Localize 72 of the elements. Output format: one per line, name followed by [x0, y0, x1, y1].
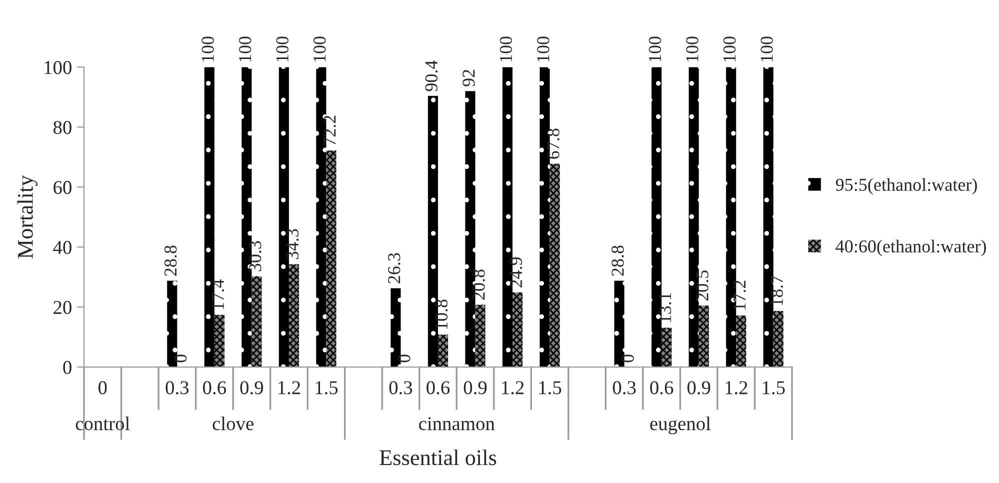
y-tick-label: 100: [44, 60, 72, 74]
bar: [662, 328, 672, 368]
text: clove: [212, 416, 254, 430]
y-tick-label: 40: [53, 240, 72, 254]
bar: [475, 304, 486, 368]
bar: [288, 264, 300, 368]
y-axis-title: Mortality: [17, 175, 38, 258]
data-label: 0: [622, 354, 634, 362]
x-tick-label: 0.3: [166, 381, 189, 394]
x-tick-label: 0.6: [203, 381, 226, 394]
x-tick-label: 1.5: [316, 381, 338, 394]
bar: [214, 314, 224, 368]
y-tick-label: 20: [54, 300, 72, 314]
text: control: [76, 416, 130, 430]
data-label: 100: [686, 36, 698, 62]
bar: [438, 334, 448, 368]
x-tick-label: 0.3: [389, 381, 412, 394]
data-label: 100: [760, 36, 773, 62]
data-label: 0: [174, 354, 187, 362]
x-tick-label: 0.9: [240, 381, 264, 394]
data-label: 100: [202, 36, 214, 62]
bar: [736, 315, 746, 368]
data-label: 24.9: [510, 257, 522, 288]
data-label: 17.4: [212, 279, 224, 310]
text: cinnamon: [419, 417, 495, 430]
data-label: 13.1: [658, 293, 672, 322]
data-label: 92: [462, 70, 475, 86]
data-label: 28.8: [164, 246, 177, 276]
y-tick-label: 80: [53, 120, 72, 134]
data-label: 67.8: [547, 128, 560, 159]
x-tick-label: 1.2: [726, 381, 748, 394]
legend-label: 95:5(ethanol:water): [836, 178, 977, 195]
data-label: 34.3: [286, 229, 299, 260]
data-label: 100: [648, 36, 662, 62]
bar: [698, 306, 709, 368]
data-label: 18.7: [770, 276, 783, 306]
legend-label: 40:60(ethanol:water): [836, 240, 986, 256]
data-label: 17.2: [734, 280, 746, 310]
data-label: 90.4: [425, 60, 438, 92]
x-tick-label: 1.5: [762, 381, 785, 394]
x-tick-label: 1.2: [502, 381, 524, 394]
data-label: 28.8: [612, 246, 624, 276]
data-label: 0: [398, 354, 410, 362]
data-label: 100: [314, 36, 326, 62]
x-tick-label: 0.6: [650, 381, 674, 394]
data-label: 100: [723, 36, 736, 62]
data-label: 100: [537, 36, 550, 62]
y-tick-label: 0: [63, 360, 72, 374]
x-tick-label: 1.5: [539, 381, 562, 394]
y-tick-label: 60: [54, 180, 72, 194]
x-tick-label: 0.9: [464, 381, 487, 394]
bar: [512, 292, 523, 368]
bar: [326, 150, 336, 368]
data-label: 100: [238, 36, 252, 62]
data-label: 100: [500, 36, 512, 62]
x-tick-label: 0.9: [687, 381, 710, 394]
x-tick-label: 1.2: [278, 381, 300, 394]
data-label: 30.3: [249, 241, 262, 272]
data-label: 26.3: [388, 253, 400, 284]
data-label: 20.8: [472, 270, 485, 300]
data-label: 72.2: [324, 116, 336, 146]
data-label: 100: [276, 36, 288, 62]
bar: [773, 310, 784, 368]
x-tick-label: 0.6: [426, 381, 450, 394]
text: eugenol: [650, 416, 711, 434]
x-tick-label: 0.3: [612, 381, 636, 394]
bar: [550, 164, 560, 368]
x-axis-title: Essential oils: [380, 450, 496, 466]
x-tick-label: 0: [98, 381, 107, 394]
data-label: 20.5: [696, 270, 708, 301]
bar: [252, 276, 262, 368]
data-label: 10.8: [435, 300, 448, 329]
